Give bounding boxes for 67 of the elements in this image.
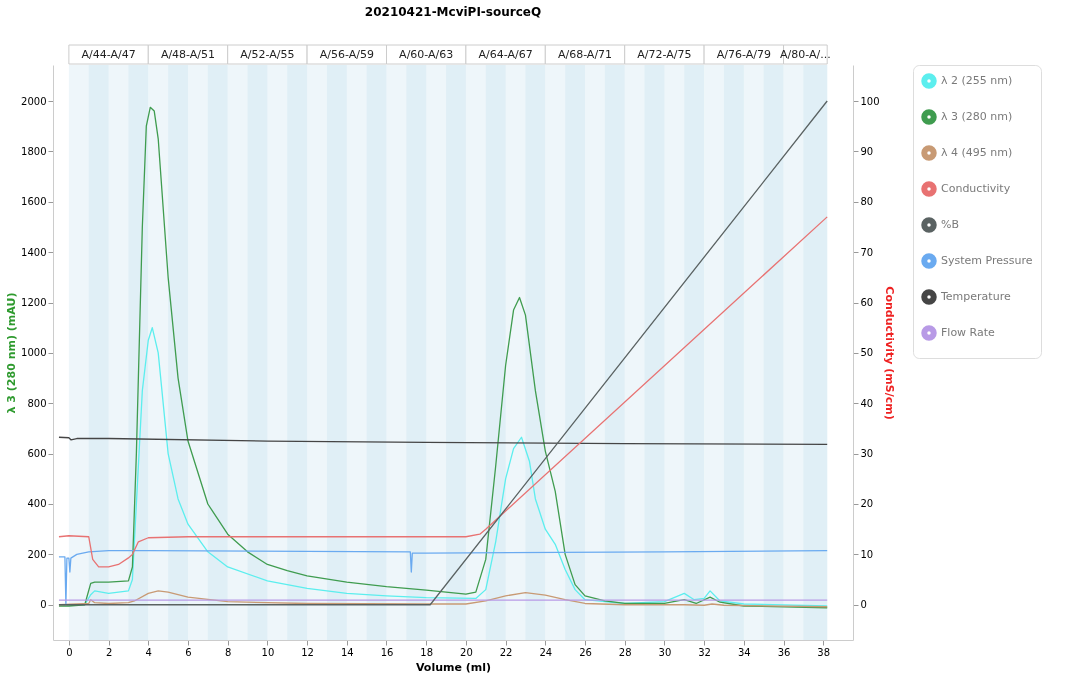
- x-tick-label: 16: [380, 646, 394, 658]
- legend-label: Temperature: [940, 290, 1011, 303]
- y-tick-label: 0: [40, 599, 47, 611]
- x-tick-label: 18: [420, 646, 434, 658]
- legend-label: Flow Rate: [941, 326, 996, 339]
- y-tick-label: 400: [27, 498, 47, 510]
- y2-tick-label: 100: [860, 95, 880, 107]
- x-tick-label: 34: [737, 646, 751, 658]
- legend-label: %B: [941, 218, 959, 231]
- legend-label: λ 4 (495 nm): [941, 146, 1013, 159]
- y2-axis-title: Conductivity (mS/cm): [882, 286, 896, 420]
- band-label: A/48-A/51: [160, 48, 216, 61]
- y-tick-label: 1800: [21, 145, 47, 157]
- x-tick-label: 10: [261, 646, 275, 658]
- x-tick-label: 8: [225, 646, 232, 658]
- band-label: A/56-A/59: [319, 48, 374, 61]
- x-tick-label: 14: [340, 646, 354, 658]
- y2-tick-label: 0: [860, 599, 867, 611]
- y2-tick-label: 40: [860, 397, 874, 409]
- band-label: A/64-A/67: [478, 48, 533, 61]
- y-tick-label: 1000: [21, 347, 47, 359]
- y2-tick-label: 20: [860, 498, 874, 510]
- y-tick-label: 1200: [21, 297, 47, 309]
- chart-title: 20210421-McviPI-sourceQ: [364, 4, 542, 19]
- band-label: A/76-A/79: [716, 48, 771, 61]
- x-tick-label: 32: [698, 646, 711, 658]
- y-tick-label: 1600: [21, 196, 47, 208]
- band-label: A/68-A/71: [557, 48, 613, 61]
- x-tick-label: 6: [185, 646, 192, 658]
- y2-tick-label: 70: [860, 246, 874, 258]
- y2-tick-label: 30: [860, 448, 874, 460]
- x-tick-label: 2: [105, 646, 113, 658]
- y2-tick-label: 10: [860, 548, 874, 560]
- legend-label: λ 3 (280 nm): [941, 110, 1013, 123]
- y-axis-title: λ 3 (280 nm) (mAU): [5, 292, 19, 414]
- x-tick-label: 28: [618, 646, 632, 658]
- band-label: A/60-A/63: [399, 48, 454, 61]
- line-series: [58, 216, 828, 568]
- y2-tick-label: 60: [860, 297, 874, 309]
- y-tick-label: 200: [27, 548, 47, 560]
- y2-tick-label: 50: [860, 347, 874, 359]
- x-tick-label: 38: [817, 646, 831, 658]
- x-tick-label: 0: [66, 646, 73, 658]
- y-tick-label: 600: [27, 448, 47, 460]
- y2-tick-label: 90: [860, 145, 874, 157]
- band-label: A/72-A/75: [637, 48, 692, 61]
- band-label: A/44-A/47: [81, 48, 136, 61]
- y-tick-label: 800: [27, 397, 47, 409]
- band-label: A/80-A/...: [780, 48, 831, 61]
- x-tick-label: 36: [777, 646, 791, 658]
- legend-label: λ 2 (255 nm): [941, 74, 1013, 87]
- x-tick-label: 20: [460, 646, 473, 658]
- x-tick-label: 26: [579, 646, 592, 658]
- y-tick-label: 2000: [21, 95, 47, 107]
- x-tick-label: 4: [145, 646, 152, 658]
- line-series: [58, 436, 828, 445]
- x-tick-label: 30: [658, 646, 672, 658]
- x-tick-label: 24: [539, 646, 553, 658]
- legend-label: Conductivity: [941, 182, 1011, 195]
- y-tick-label: 1400: [21, 246, 47, 258]
- legend-label: System Pressure: [941, 254, 1033, 267]
- x-tick-label: 22: [499, 646, 513, 658]
- x-tick-label: 12: [301, 646, 314, 658]
- x-axis-title: Volume (ml): [415, 660, 492, 674]
- band-label: A/52-A/55: [240, 48, 295, 61]
- y2-tick-label: 80: [860, 196, 874, 208]
- line-series: [58, 549, 828, 606]
